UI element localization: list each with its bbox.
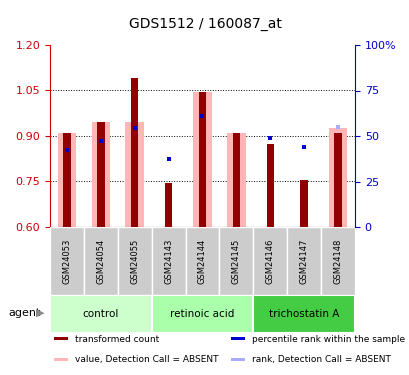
- Bar: [232, 133, 240, 227]
- Bar: [130, 78, 138, 227]
- Bar: [333, 133, 341, 227]
- Text: GSM24146: GSM24146: [265, 238, 274, 284]
- Bar: [320, 227, 354, 295]
- Bar: [50, 227, 84, 295]
- Text: retinoic acid: retinoic acid: [170, 309, 234, 319]
- Bar: [300, 180, 307, 227]
- Bar: [151, 295, 253, 333]
- Text: GSM24144: GSM24144: [198, 238, 207, 284]
- Text: GDS1512 / 160087_at: GDS1512 / 160087_at: [128, 17, 281, 31]
- Bar: [63, 133, 70, 227]
- Bar: [164, 183, 172, 227]
- Bar: [227, 133, 245, 227]
- Bar: [231, 358, 245, 361]
- Text: GSM24147: GSM24147: [299, 238, 308, 284]
- Text: percentile rank within the sample: percentile rank within the sample: [252, 334, 405, 344]
- Bar: [54, 358, 67, 361]
- Bar: [91, 122, 110, 227]
- Text: GSM24145: GSM24145: [231, 238, 240, 284]
- Text: transformed count: transformed count: [75, 334, 159, 344]
- Bar: [185, 227, 219, 295]
- Text: agent: agent: [8, 308, 40, 318]
- Bar: [253, 227, 287, 295]
- Text: rank, Detection Call = ABSENT: rank, Detection Call = ABSENT: [252, 355, 390, 364]
- Text: GSM24143: GSM24143: [164, 238, 173, 284]
- Bar: [231, 337, 245, 340]
- Text: GSM24055: GSM24055: [130, 238, 139, 284]
- Text: ▶: ▶: [36, 308, 45, 318]
- Bar: [151, 227, 185, 295]
- Text: control: control: [83, 309, 119, 319]
- Bar: [54, 337, 67, 340]
- Bar: [253, 295, 354, 333]
- Text: GSM24053: GSM24053: [62, 238, 71, 284]
- Bar: [287, 227, 320, 295]
- Text: trichostatin A: trichostatin A: [268, 309, 339, 319]
- Bar: [84, 227, 117, 295]
- Bar: [97, 122, 104, 227]
- Bar: [266, 144, 273, 227]
- Bar: [125, 122, 144, 227]
- Bar: [58, 133, 76, 227]
- Bar: [117, 227, 151, 295]
- Bar: [198, 92, 206, 227]
- Bar: [328, 128, 346, 227]
- Bar: [219, 227, 253, 295]
- Bar: [50, 295, 151, 333]
- Text: GSM24148: GSM24148: [333, 238, 342, 284]
- Text: GSM24054: GSM24054: [96, 238, 105, 284]
- Text: value, Detection Call = ABSENT: value, Detection Call = ABSENT: [75, 355, 218, 364]
- Bar: [193, 92, 211, 227]
